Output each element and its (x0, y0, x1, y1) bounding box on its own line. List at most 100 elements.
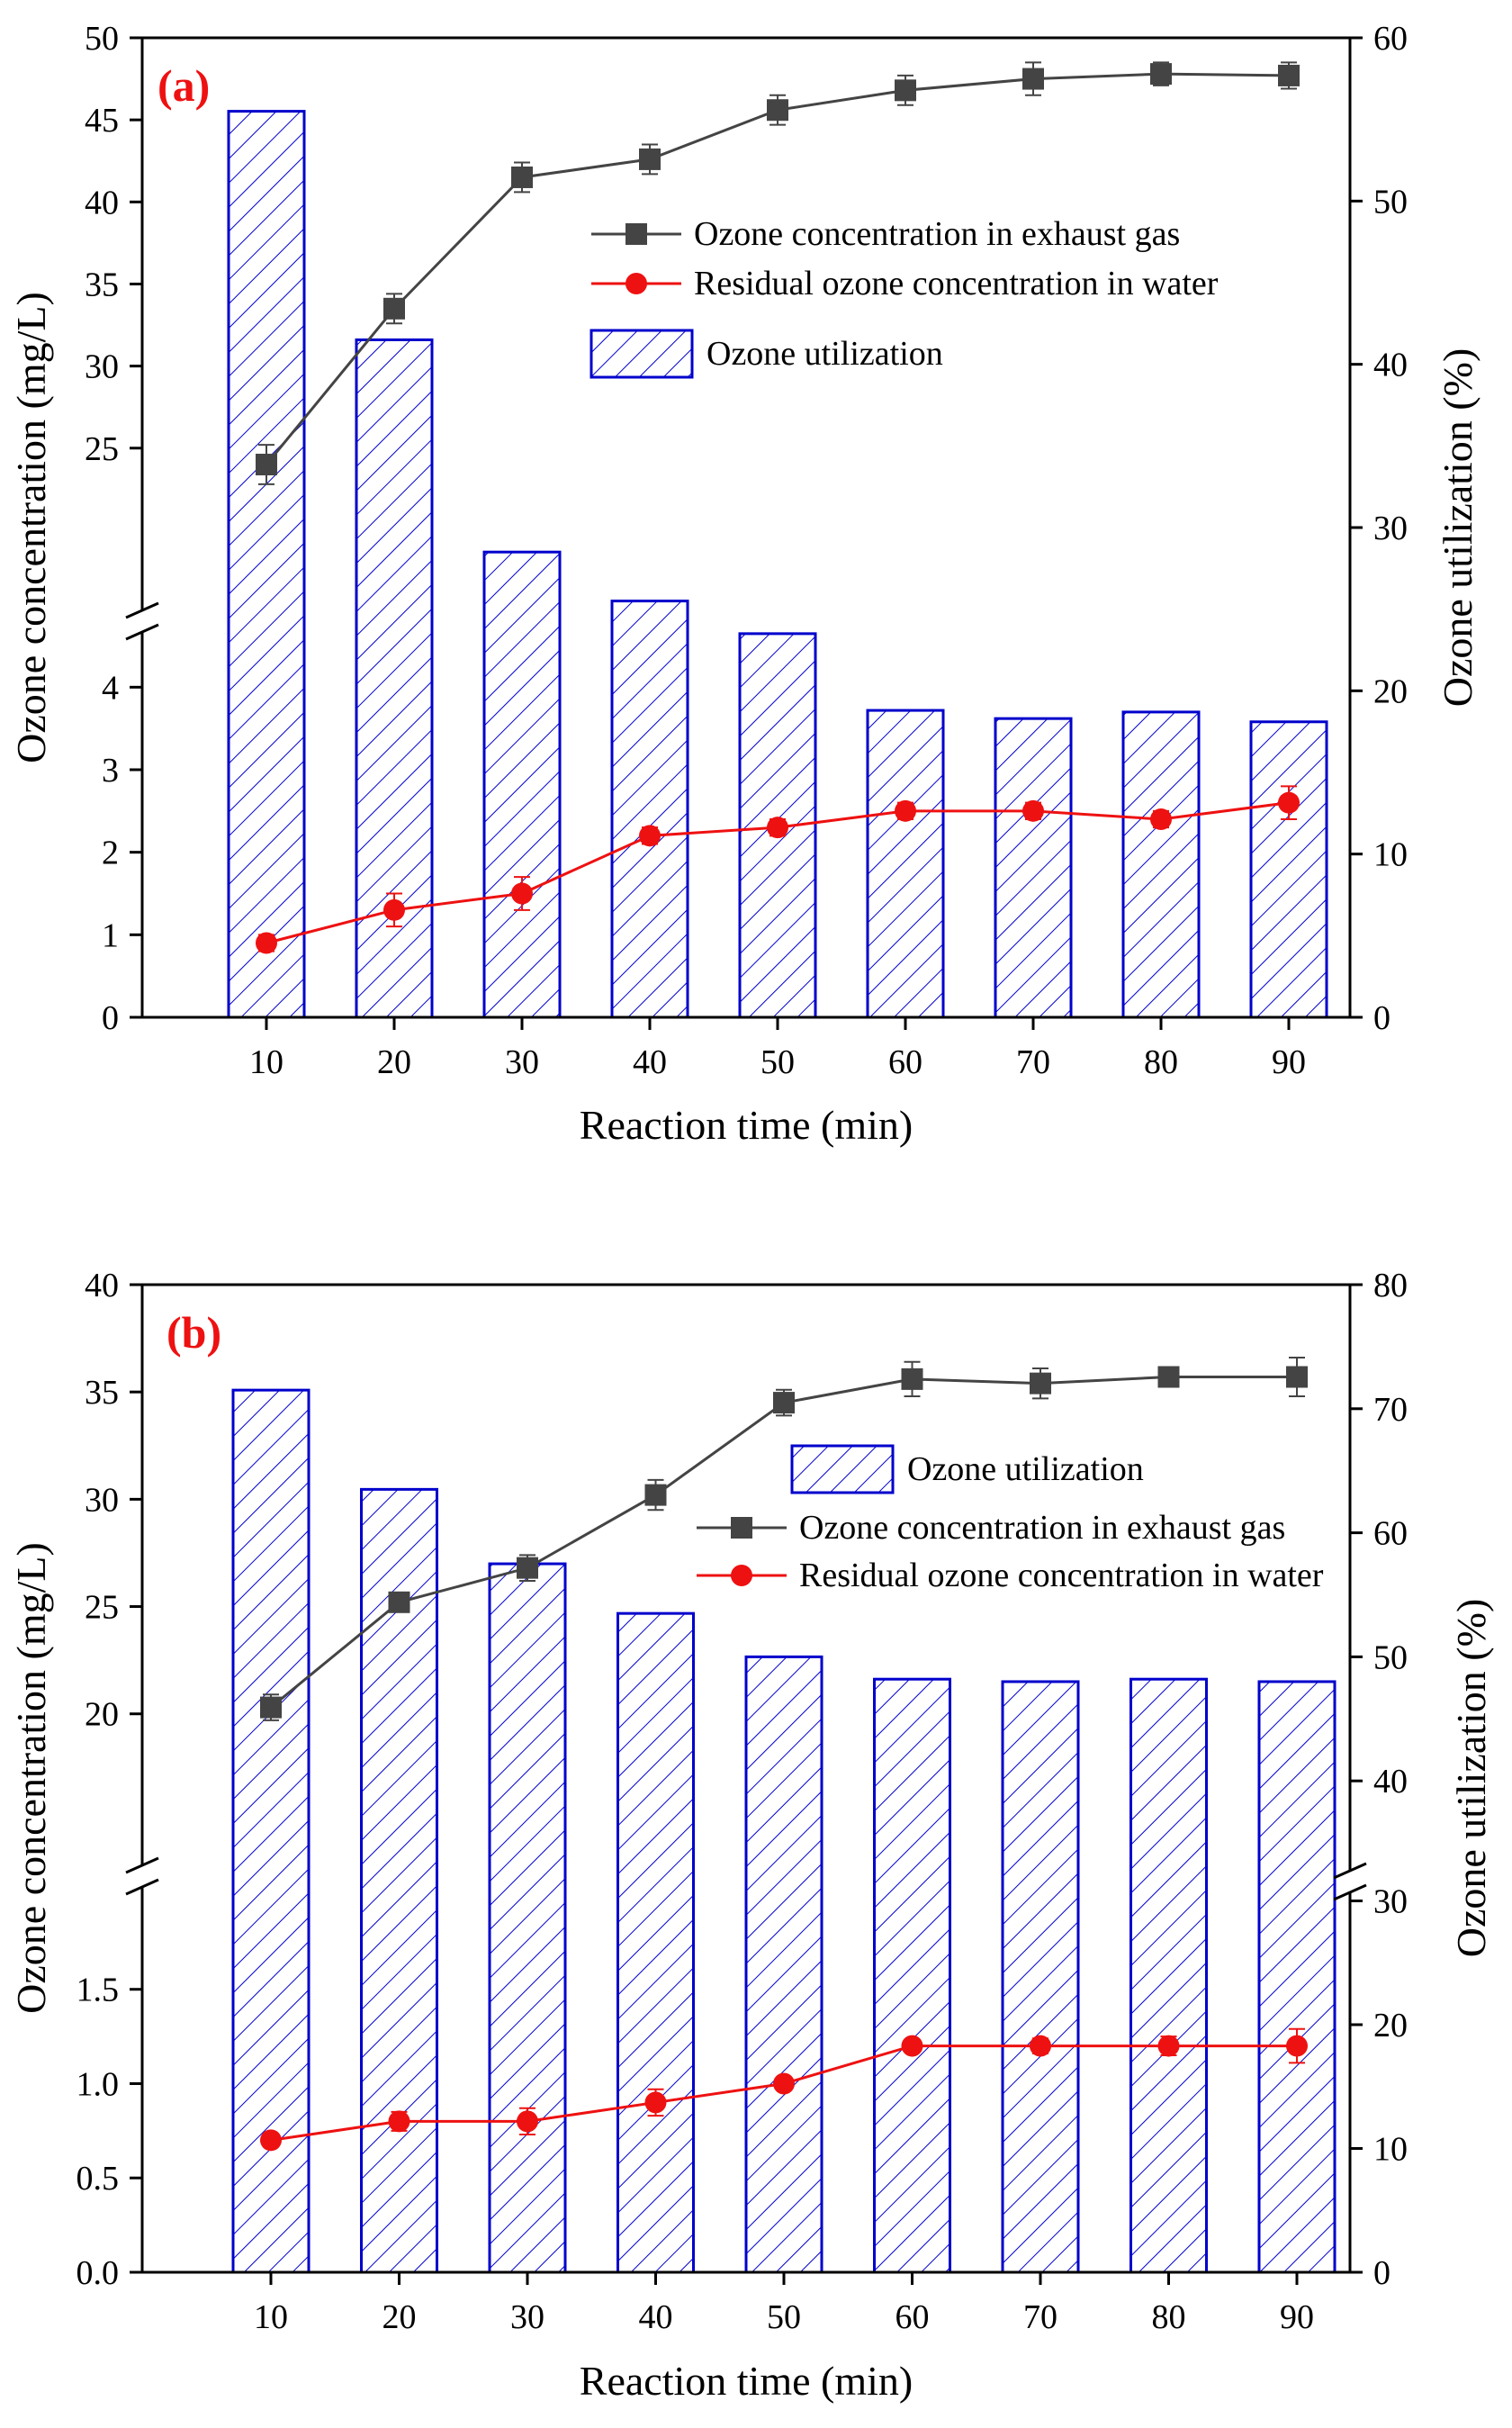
y2-tick-label: 40 (1373, 347, 1408, 384)
x-tick-label: 60 (888, 1043, 922, 1081)
data-point (901, 1367, 923, 1390)
y2-tick-label: 20 (1373, 672, 1408, 710)
axis-break-mark (1333, 1862, 1367, 1880)
y2-tick-label: 40 (1373, 1763, 1408, 1801)
data-point (895, 799, 916, 822)
y-tick-label: 25 (85, 430, 119, 468)
data-point (1022, 799, 1044, 822)
utilization-bar (873, 1677, 951, 2274)
data-point (1150, 63, 1172, 86)
data-point (383, 297, 405, 320)
legend: Ozone utilization Ozone concentration in … (697, 1444, 1324, 1594)
data-point (895, 79, 916, 102)
data-point (388, 2110, 410, 2133)
y-tick-label: 35 (85, 1374, 119, 1412)
chart-panel-b: 10 20 30 40 50 60 70 80 90 0.0 0.5 1.0 1.5 20 25 30 35 40… (8, 1267, 1494, 2404)
utilization-bar (866, 709, 945, 1019)
data-point (1022, 68, 1044, 90)
left-y-ticks: 0.0 0.5 1.0 1.5 20 25 30 35 40 (76, 1267, 142, 2292)
y-tick-label: 50 (85, 20, 119, 58)
data-point (1157, 1366, 1180, 1388)
x-tick-label: 60 (896, 2298, 930, 2336)
exhaust-gas-series (256, 61, 1300, 485)
x-ticks: 10 20 30 40 50 60 70 80 90 (249, 1017, 1306, 1081)
y2-tick-label: 50 (1373, 1638, 1408, 1676)
y-tick-label: 30 (85, 1481, 119, 1519)
y-tick-label: 0.0 (76, 2254, 120, 2292)
panel-label: (a) (158, 60, 210, 111)
utilization-bar (231, 1388, 310, 2274)
y2-axis-title: Ozone utilization (%) (1448, 1599, 1494, 1958)
x-tick-label: 90 (1272, 1043, 1306, 1081)
y-tick-label: 30 (85, 348, 119, 386)
legend-marker (626, 273, 647, 294)
y-tick-label: 2 (102, 835, 119, 872)
legend-label: Ozone utilization (907, 1450, 1144, 1488)
x-tick-label: 80 (1144, 1043, 1178, 1081)
legend-marker (731, 1565, 752, 1586)
data-point (256, 454, 277, 476)
x-axis-title: Reaction time (min) (580, 1102, 913, 1148)
utilization-bar (227, 110, 306, 1019)
data-point (511, 166, 533, 188)
data-point (901, 2035, 923, 2057)
x-tick-label: 90 (1280, 2298, 1314, 2336)
x-tick-label: 10 (254, 2298, 288, 2336)
legend-marker (626, 223, 647, 245)
y-tick-label: 3 (102, 752, 119, 790)
legend-marker (731, 1517, 752, 1539)
axis-break-mark (125, 601, 159, 619)
utilization-bar (1249, 720, 1328, 1019)
y-tick-label: 40 (85, 184, 119, 221)
y2-tick-label: 60 (1373, 20, 1408, 58)
x-tick-label: 50 (767, 2298, 801, 2336)
y-tick-label: 25 (85, 1589, 119, 1627)
y2-tick-label: 70 (1373, 1391, 1408, 1429)
x-axis-title: Reaction time (min) (580, 2358, 913, 2404)
data-point (383, 898, 405, 921)
utilization-bar (994, 717, 1073, 1019)
data-point (517, 2110, 538, 2133)
utilization-bar (488, 1562, 567, 2274)
right-y-ticks: 0 10 20 30 40 50 60 70 80 (1350, 1267, 1408, 2292)
data-point (388, 1591, 410, 1613)
x-tick-label: 20 (382, 2298, 417, 2336)
axis-break-mark (125, 1856, 159, 1874)
legend: Ozone concentration in exhaust gas Residu… (590, 215, 1219, 379)
plot-frame (125, 1283, 1367, 2274)
axis-break-mark (125, 623, 159, 641)
data-point (1278, 64, 1300, 86)
x-tick-label: 30 (510, 2298, 544, 2336)
utilization-bar (1001, 1680, 1080, 2274)
x-tick-label: 70 (1023, 2298, 1058, 2336)
left-y-ticks: 0 1 2 3 4 25 30 35 40 45 50 (85, 20, 142, 1037)
data-point (260, 1696, 282, 1719)
data-point (767, 99, 788, 122)
y-tick-label: 4 (102, 669, 119, 707)
data-point (1030, 2035, 1051, 2057)
data-point (517, 1557, 538, 1579)
ozone-utilization-bars (227, 110, 1328, 1019)
utilization-bar (616, 1611, 695, 2274)
y2-tick-label: 50 (1373, 183, 1408, 221)
data-point (1150, 808, 1172, 830)
y2-tick-label: 30 (1373, 1883, 1408, 1921)
legend-label: Ozone utilization (706, 335, 943, 373)
y-tick-label: 0.5 (76, 2160, 120, 2198)
utilization-bar (610, 600, 689, 1019)
data-point (260, 2129, 282, 2152)
y2-tick-label: 20 (1373, 2007, 1408, 2044)
y2-tick-label: 60 (1373, 1515, 1408, 1553)
y2-tick-label: 80 (1373, 1267, 1408, 1304)
residual-water-series (256, 785, 1300, 954)
y2-tick-label: 30 (1373, 510, 1408, 547)
y-tick-label: 1.0 (76, 2065, 120, 2103)
data-point (639, 148, 661, 170)
data-point (767, 817, 788, 839)
data-point (644, 2091, 667, 2114)
legend-swatch (790, 1444, 895, 1494)
y-tick-label: 20 (85, 1696, 119, 1734)
axis-break-mark (1333, 1883, 1367, 1901)
data-point (1278, 791, 1300, 814)
